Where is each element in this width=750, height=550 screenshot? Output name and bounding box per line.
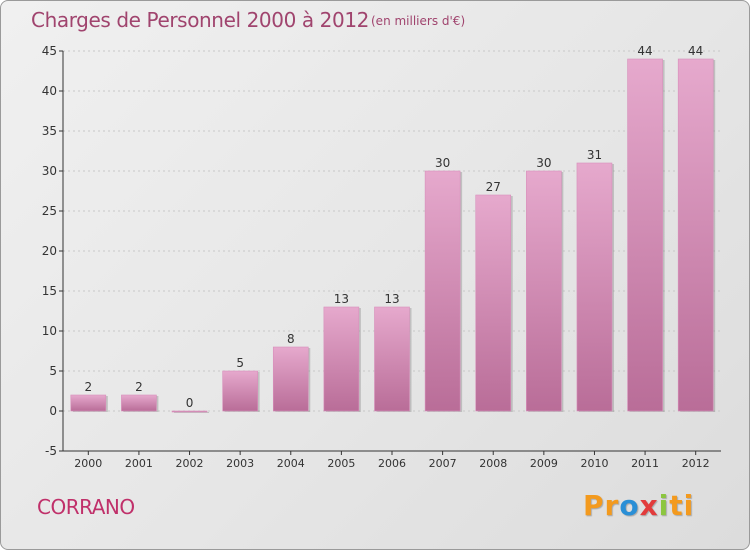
bars bbox=[70, 58, 716, 413]
bar bbox=[627, 58, 663, 412]
y-tick-label: -5 bbox=[45, 444, 57, 458]
value-label: 0 bbox=[186, 396, 194, 410]
proxiti-logo[interactable]: Proxiti bbox=[583, 489, 695, 522]
bar bbox=[576, 162, 613, 412]
x-tick-label: 2008 bbox=[479, 457, 507, 470]
x-tick-label: 2011 bbox=[631, 457, 659, 470]
y-tick-label: 15 bbox=[42, 284, 57, 298]
value-label: 44 bbox=[637, 44, 652, 58]
x-tick-label: 2012 bbox=[682, 457, 710, 470]
x-tick-label: 2005 bbox=[327, 457, 355, 470]
value-label: 44 bbox=[688, 44, 703, 58]
x-tick-label: 2010 bbox=[580, 457, 608, 470]
bar bbox=[70, 394, 107, 412]
bar bbox=[222, 370, 258, 412]
x-tick-label: 2009 bbox=[530, 457, 558, 470]
value-label: 2 bbox=[135, 380, 143, 394]
value-label: 30 bbox=[536, 156, 551, 170]
bar bbox=[475, 194, 512, 412]
bar bbox=[272, 346, 309, 412]
bar bbox=[171, 410, 208, 413]
x-tick-label: 2002 bbox=[176, 457, 204, 470]
bar-shadow bbox=[174, 412, 210, 413]
y-tick-label: 35 bbox=[42, 124, 57, 138]
bar bbox=[121, 394, 157, 412]
x-tick-label: 2004 bbox=[277, 457, 305, 470]
labels: -5 0 5 10 15 20 25 30 35 40 45 2 2000 2 2001 0 2002 5 2003… bbox=[42, 44, 710, 470]
x-tick-label: 2007 bbox=[429, 457, 457, 470]
y-tick-label: 30 bbox=[42, 164, 57, 178]
value-label: 2 bbox=[84, 380, 92, 394]
y-tick-label: 5 bbox=[49, 364, 57, 378]
y-tick-label: 25 bbox=[42, 204, 57, 218]
x-tick-label: 2006 bbox=[378, 457, 406, 470]
x-tick-label: 2001 bbox=[125, 457, 153, 470]
value-label: 5 bbox=[236, 356, 244, 370]
value-label: 13 bbox=[384, 292, 399, 306]
y-tick-label: 10 bbox=[42, 324, 57, 338]
chart-title: Charges de Personnel 2000 à 2012 bbox=[31, 8, 369, 32]
value-label: 30 bbox=[435, 156, 450, 170]
commune-name: CORRANO bbox=[37, 495, 135, 519]
value-label: 13 bbox=[334, 292, 349, 306]
x-tick-label: 2000 bbox=[74, 457, 102, 470]
chart-subtitle: (en milliers d'€) bbox=[371, 14, 466, 28]
bar bbox=[424, 170, 461, 412]
bar bbox=[526, 170, 562, 412]
y-tick-label: 45 bbox=[42, 44, 57, 58]
bar bbox=[374, 306, 410, 412]
axes bbox=[59, 50, 721, 455]
y-tick-label: 20 bbox=[42, 244, 57, 258]
value-label: 31 bbox=[587, 148, 602, 162]
y-tick-label: 0 bbox=[49, 404, 57, 418]
value-label: 8 bbox=[287, 332, 295, 346]
bar bbox=[677, 58, 714, 412]
x-tick-label: 2003 bbox=[226, 457, 254, 470]
y-tick-label: 40 bbox=[42, 84, 57, 98]
bar bbox=[323, 306, 360, 412]
value-label: 27 bbox=[486, 180, 501, 194]
